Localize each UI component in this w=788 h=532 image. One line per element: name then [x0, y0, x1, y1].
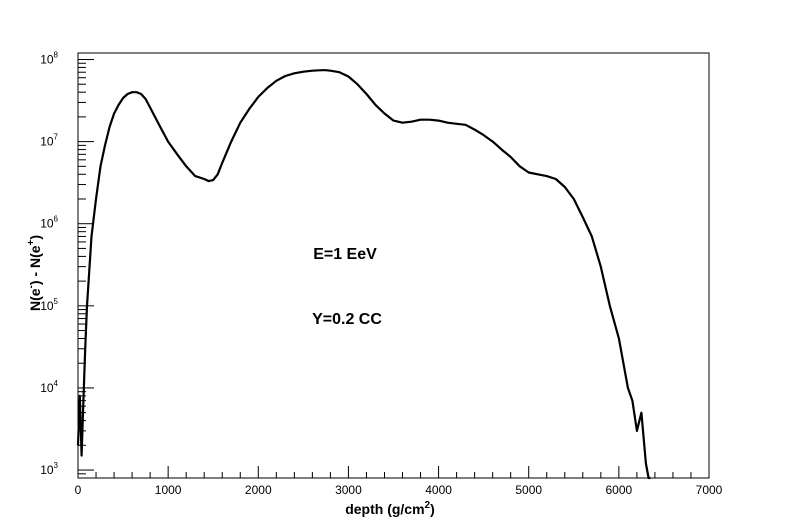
x-axis-title-main: depth (g/cm [345, 501, 424, 517]
y-axis-title-p0: N(e [27, 288, 43, 311]
x-axis-title-sup: 2 [425, 500, 431, 511]
plot-frame [77, 52, 710, 479]
tick-labels: 0 1000 2000 3000 4000 5000 6000 7000 103 104 105 10… [40, 51, 722, 497]
x-tick-label: 4000 [425, 483, 452, 497]
y-axis-title: N(e-) - N(e+) [26, 235, 43, 311]
y-tick-label: 105 [40, 297, 58, 313]
x-tick-label: 5000 [515, 483, 542, 497]
series-line [76, 69, 651, 480]
y-axis-title-p1: - [26, 285, 37, 288]
x-tick-label: 1000 [155, 483, 182, 497]
x-tick-label: 6000 [606, 483, 633, 497]
x-axis-title: depth (g/cm2) [345, 500, 435, 517]
y-tick-label: 107 [40, 133, 58, 149]
y-tick-label: 103 [40, 461, 58, 477]
annotation-energy: E=1 EeV [313, 246, 377, 263]
y-tick-label: 108 [40, 51, 58, 67]
y-tick-label: 106 [40, 215, 58, 231]
x-axis-title-end: ) [430, 501, 435, 517]
annotation-y: Y=0.2 CC [312, 311, 382, 328]
x-tick-label: 3000 [335, 483, 362, 497]
x-tick-label: 0 [75, 483, 82, 497]
x-tick-label: 7000 [696, 483, 723, 497]
x-tick-label: 2000 [245, 483, 272, 497]
y-axis-title-p3: + [26, 239, 37, 245]
ticks [77, 59, 710, 479]
y-axis-title-p4: ) [27, 235, 43, 240]
y-tick-label: 104 [40, 379, 58, 395]
y-axis-title-p2: ) - N(e [27, 245, 43, 285]
